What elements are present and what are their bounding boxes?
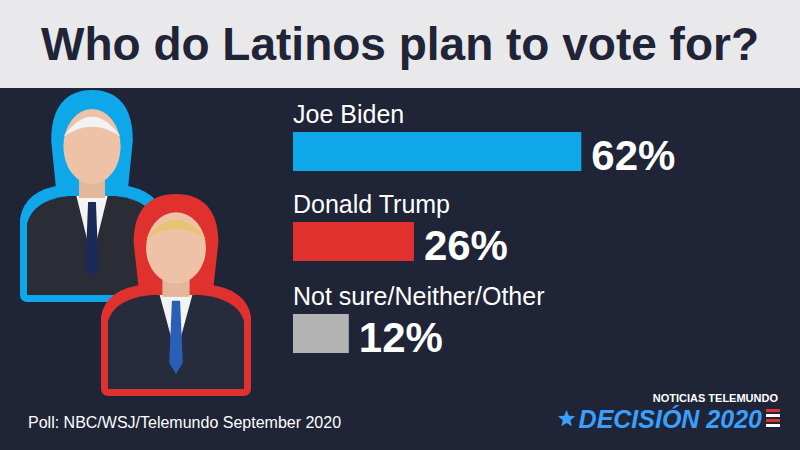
portrait-trump bbox=[108, 201, 244, 389]
bar bbox=[293, 222, 414, 261]
category-label: Not sure/Neither/Other bbox=[293, 282, 545, 310]
logo-stripe bbox=[766, 409, 780, 412]
category-label: Donald Trump bbox=[293, 190, 450, 218]
category-label: Joe Biden bbox=[293, 100, 404, 128]
bar bbox=[293, 132, 581, 171]
chart-svg: Who do Latinos plan to vote for? Joe Bide… bbox=[0, 0, 800, 450]
portrait-outline bbox=[108, 201, 244, 389]
title: Who do Latinos plan to vote for? bbox=[41, 18, 759, 70]
labels: Joe Biden 62% Donald Trump 26% Not sure/Neit… bbox=[293, 100, 675, 361]
portrait-hair bbox=[146, 220, 206, 239]
portrait-hair bbox=[63, 117, 120, 137]
logo-stripe bbox=[766, 414, 780, 417]
logo: NOTICIAS TELEMUNDODECISIÓN 2020 bbox=[558, 392, 780, 433]
portrait-tie bbox=[169, 301, 183, 374]
value-label: 12% bbox=[359, 314, 443, 361]
portrait-tie bbox=[86, 202, 99, 279]
value-label: 26% bbox=[424, 222, 508, 269]
logo-title: DECISIÓN 2020 bbox=[579, 405, 763, 433]
title-band bbox=[0, 0, 800, 88]
source: Poll: NBC/WSJ/Telemundo September 2020 bbox=[28, 414, 341, 431]
portrait-head bbox=[146, 212, 206, 283]
value-label: 62% bbox=[591, 132, 675, 179]
portrait-suit bbox=[108, 295, 244, 389]
logo-brand: NOTICIAS TELEMUNDO bbox=[653, 392, 779, 404]
logo-stripe bbox=[766, 419, 780, 422]
logo-star bbox=[558, 410, 575, 426]
portrait-head bbox=[63, 109, 120, 184]
bar bbox=[293, 314, 349, 353]
logo-stripe bbox=[766, 424, 780, 427]
chart-root: Who do Latinos plan to vote for? Joe Bide… bbox=[0, 0, 800, 450]
background bbox=[0, 0, 800, 450]
